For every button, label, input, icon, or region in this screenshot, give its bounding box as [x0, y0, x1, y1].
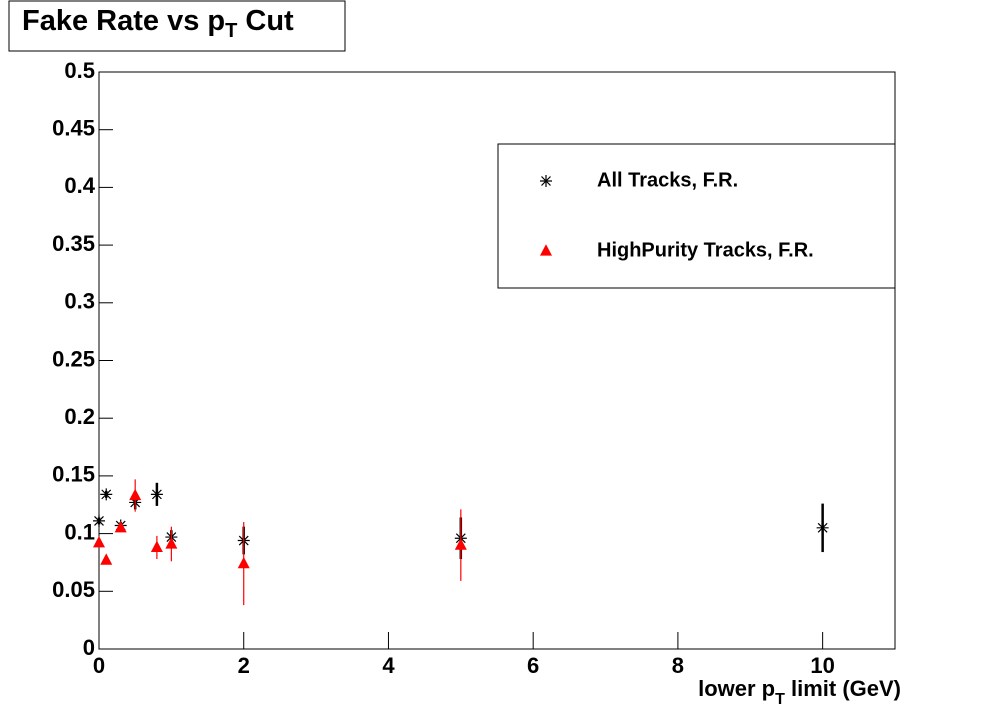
- x-label-suffix: limit (GeV): [785, 676, 901, 701]
- chart-title: Fake Rate vs pT Cut: [22, 5, 294, 43]
- x-label-text: lower p: [698, 676, 775, 701]
- legend-box: [497, 143, 896, 289]
- marker: [165, 537, 178, 549]
- title-box: [8, 0, 346, 52]
- marker: [150, 488, 163, 501]
- legend-marker: [540, 175, 552, 187]
- legend-label: All Tracks, F.R.: [597, 169, 738, 191]
- marker: [93, 514, 105, 527]
- y-tick-label: 0.2: [64, 404, 95, 429]
- y-tick-label: 0.1: [64, 519, 95, 544]
- x-tick-label: 4: [382, 653, 395, 678]
- y-tick-label: 0.25: [52, 346, 95, 371]
- marker: [100, 553, 113, 565]
- y-tick-label: 0.3: [64, 289, 95, 314]
- x-label-subscript: T: [775, 691, 785, 708]
- marker: [454, 538, 467, 550]
- marker: [237, 556, 250, 569]
- marker: [100, 488, 113, 501]
- y-tick-label: 0.35: [52, 231, 95, 256]
- title-suffix: Cut: [237, 5, 294, 37]
- title-subscript: T: [225, 20, 237, 42]
- marker: [114, 521, 127, 533]
- y-tick-label: 0.15: [52, 462, 95, 487]
- y-tick-label: 0: [83, 635, 95, 660]
- x-tick-label: 10: [810, 653, 834, 678]
- y-tick-label: 0.4: [64, 173, 95, 198]
- title-text: Fake Rate vs p: [22, 5, 225, 37]
- y-tick-label: 0.5: [64, 58, 95, 83]
- x-tick-label: 2: [238, 653, 250, 678]
- marker: [816, 521, 829, 534]
- marker: [93, 536, 105, 548]
- marker: [129, 488, 142, 501]
- x-tick-label: 8: [672, 653, 684, 678]
- y-tick-label: 0.45: [52, 116, 95, 141]
- marker: [150, 540, 163, 553]
- legend-marker: [540, 244, 552, 256]
- legend-label: HighPurity Tracks, F.R.: [597, 239, 814, 261]
- x-tick-label: 0: [93, 653, 105, 678]
- x-axis-label: lower pT limit (GeV): [698, 676, 901, 708]
- y-tick-label: 0.05: [52, 577, 95, 602]
- x-tick-label: 6: [527, 653, 539, 678]
